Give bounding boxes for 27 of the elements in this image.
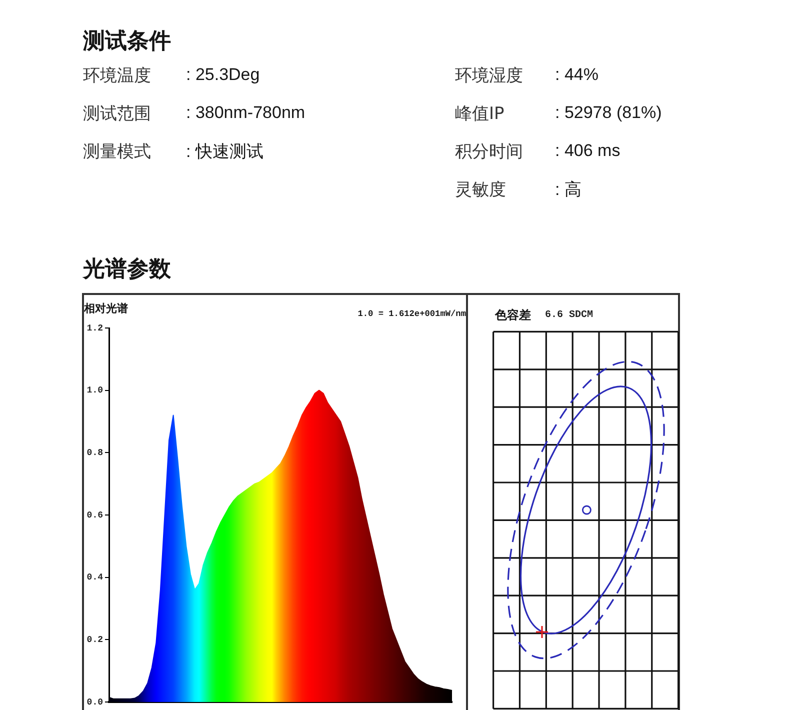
y-tick-label: 0.4 xyxy=(86,572,104,583)
text: 测试条件 xyxy=(83,28,172,56)
chart-title: 光谱参数 xyxy=(83,256,171,284)
text: : 快速测试 xyxy=(186,140,264,162)
text: 峰值IP xyxy=(455,102,506,124)
text: : 52978 (81%) xyxy=(555,103,662,123)
y-tick-label: 1.0 xyxy=(86,386,103,396)
text: 测量模式 xyxy=(83,140,152,162)
text: 环境湿度 xyxy=(455,64,524,86)
text: 环境温度 xyxy=(83,64,152,86)
y-tick-label: 0.6 xyxy=(86,510,103,520)
text: : 406 ms xyxy=(555,141,620,161)
y-tick-label: 0.2 xyxy=(86,634,103,645)
text: 色容差 xyxy=(495,307,531,324)
y-tick-label: 0.8 xyxy=(86,448,103,458)
text: 1.0 = 1.612e+001mW/nm xyxy=(358,309,466,319)
y-tick-label: 0.0 xyxy=(86,697,103,708)
text: 灵敏度 xyxy=(455,178,507,200)
text: 积分时间 xyxy=(455,140,524,162)
y-tick-label: 1.2 xyxy=(86,323,103,334)
text: 6.6 SDCM xyxy=(545,310,594,321)
text: : 380nm-780nm xyxy=(186,103,306,123)
text: : 高 xyxy=(555,178,582,200)
text: 测试范围 xyxy=(83,102,152,124)
y-axis-title: 相对光谱 xyxy=(84,301,128,316)
text: : 25.3Deg xyxy=(186,65,260,85)
text: : 44% xyxy=(555,65,598,85)
